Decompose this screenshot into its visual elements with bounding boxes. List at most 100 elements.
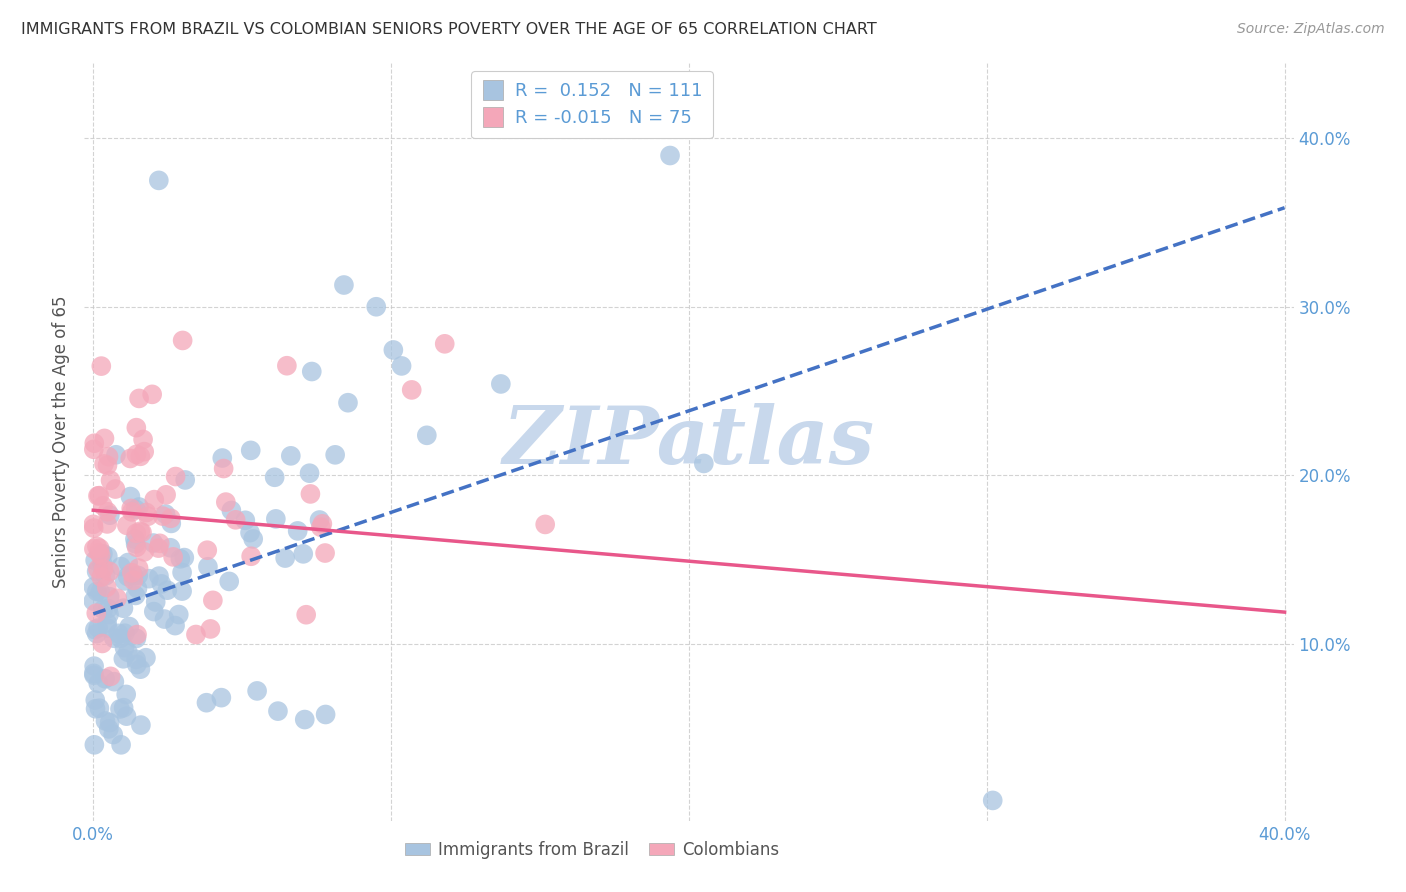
Point — [97, 549, 120, 564]
Point — [128, 561, 150, 575]
Point — [120, 501, 142, 516]
Point — [93, 562, 115, 576]
Point — [239, 525, 262, 540]
Point — [89, 489, 111, 503]
Text: Source: ZipAtlas.com: Source: ZipAtlas.com — [1237, 22, 1385, 37]
Point — [87, 621, 110, 635]
Point — [104, 448, 127, 462]
Point — [120, 490, 142, 504]
Point — [292, 547, 315, 561]
Point — [165, 469, 187, 483]
Point — [124, 589, 146, 603]
Point — [83, 666, 105, 681]
Point — [125, 541, 148, 555]
Point — [148, 569, 170, 583]
Point — [97, 601, 120, 615]
Point — [981, 793, 1004, 807]
Point — [233, 513, 256, 527]
Point — [323, 448, 346, 462]
Point — [115, 709, 138, 723]
Point — [201, 593, 224, 607]
Point — [84, 693, 107, 707]
Point — [153, 612, 176, 626]
Point — [336, 395, 359, 409]
Point — [142, 605, 165, 619]
Point — [263, 470, 285, 484]
Point — [129, 662, 152, 676]
Point — [82, 580, 104, 594]
Point — [315, 707, 337, 722]
Point — [128, 500, 150, 514]
Point — [416, 428, 439, 442]
Point — [83, 442, 105, 457]
Point — [90, 359, 112, 373]
Point — [135, 650, 157, 665]
Point — [87, 489, 110, 503]
Point — [83, 623, 105, 637]
Point — [143, 492, 166, 507]
Point — [295, 607, 318, 622]
Point — [107, 626, 129, 640]
Point — [209, 690, 232, 705]
Point — [122, 574, 145, 588]
Point — [132, 433, 155, 447]
Point — [129, 450, 152, 464]
Point — [264, 512, 287, 526]
Point — [93, 457, 115, 471]
Point — [108, 702, 131, 716]
Point — [433, 336, 456, 351]
Point — [246, 684, 269, 698]
Point — [124, 532, 146, 546]
Point — [129, 524, 152, 539]
Point — [115, 687, 138, 701]
Point — [136, 509, 159, 524]
Point — [100, 474, 122, 488]
Point — [211, 450, 233, 465]
Point — [148, 541, 170, 555]
Point — [125, 447, 148, 461]
Point — [86, 565, 108, 579]
Point — [125, 632, 148, 646]
Point — [280, 449, 302, 463]
Y-axis label: Seniors Poverty Over the Age of 65: Seniors Poverty Over the Age of 65 — [52, 295, 70, 588]
Point — [127, 568, 149, 582]
Point — [97, 722, 120, 736]
Point — [117, 556, 139, 570]
Point — [276, 359, 298, 373]
Point — [240, 549, 263, 564]
Point — [103, 632, 125, 646]
Point — [105, 591, 128, 606]
Point — [104, 482, 127, 496]
Point — [110, 559, 132, 574]
Point — [150, 577, 173, 591]
Point — [142, 536, 165, 550]
Point — [83, 738, 105, 752]
Point — [184, 627, 207, 641]
Point — [333, 278, 356, 293]
Point — [124, 502, 146, 516]
Point — [165, 618, 187, 632]
Point — [287, 524, 309, 538]
Point — [103, 727, 125, 741]
Point — [299, 487, 322, 501]
Point — [103, 674, 125, 689]
Point — [172, 334, 194, 348]
Point — [86, 626, 108, 640]
Point — [82, 517, 104, 532]
Point — [91, 602, 114, 616]
Point — [98, 590, 121, 604]
Point — [115, 518, 138, 533]
Point — [97, 450, 120, 464]
Point — [125, 657, 148, 672]
Point — [87, 676, 110, 690]
Point — [156, 583, 179, 598]
Point — [145, 595, 167, 609]
Point — [242, 532, 264, 546]
Text: IMMIGRANTS FROM BRAZIL VS COLOMBIAN SENIORS POVERTY OVER THE AGE OF 65 CORRELATI: IMMIGRANTS FROM BRAZIL VS COLOMBIAN SENI… — [21, 22, 877, 37]
Point — [401, 383, 423, 397]
Point — [93, 431, 115, 445]
Point — [221, 503, 243, 517]
Point — [489, 376, 512, 391]
Point — [117, 645, 139, 659]
Point — [114, 574, 136, 588]
